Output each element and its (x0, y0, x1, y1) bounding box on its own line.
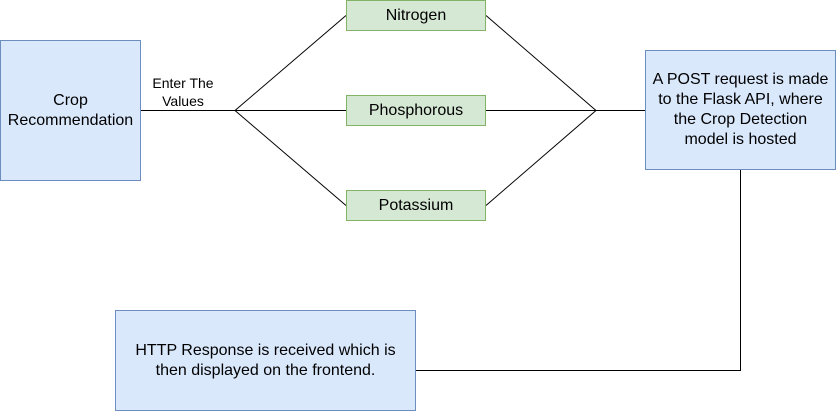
node-potassium: Potassium (346, 190, 486, 221)
node-crop-recommendation-label: Crop Recommendation (7, 91, 134, 129)
edge-fork-to-nitrogen (234, 15, 347, 111)
edge-label-enter-values: Enter The Values (146, 75, 220, 110)
edge-label-enter-values-text: Enter The Values (152, 75, 214, 109)
node-post-request-label: A POST request is made to the Flask API,… (652, 71, 829, 148)
node-crop-recommendation: Crop Recommendation (0, 40, 141, 181)
node-phosphorous: Phosphorous (346, 95, 486, 126)
edge-fork-to-potassium (234, 110, 347, 206)
node-http-response-label: HTTP Response is received which is then … (135, 341, 396, 379)
node-phosphorous-label: Phosphorous (368, 101, 464, 119)
edge-potassium-to-merge (485, 110, 597, 206)
node-potassium-label: Potassium (378, 196, 454, 214)
node-http-response: HTTP Response is received which is then … (115, 310, 416, 411)
edge-post-to-response (416, 170, 741, 371)
node-nitrogen-label: Nitrogen (385, 6, 447, 24)
node-post-request: A POST request is made to the Flask API,… (645, 50, 836, 170)
node-nitrogen: Nitrogen (346, 0, 486, 31)
edge-nitrogen-to-merge (485, 15, 597, 111)
